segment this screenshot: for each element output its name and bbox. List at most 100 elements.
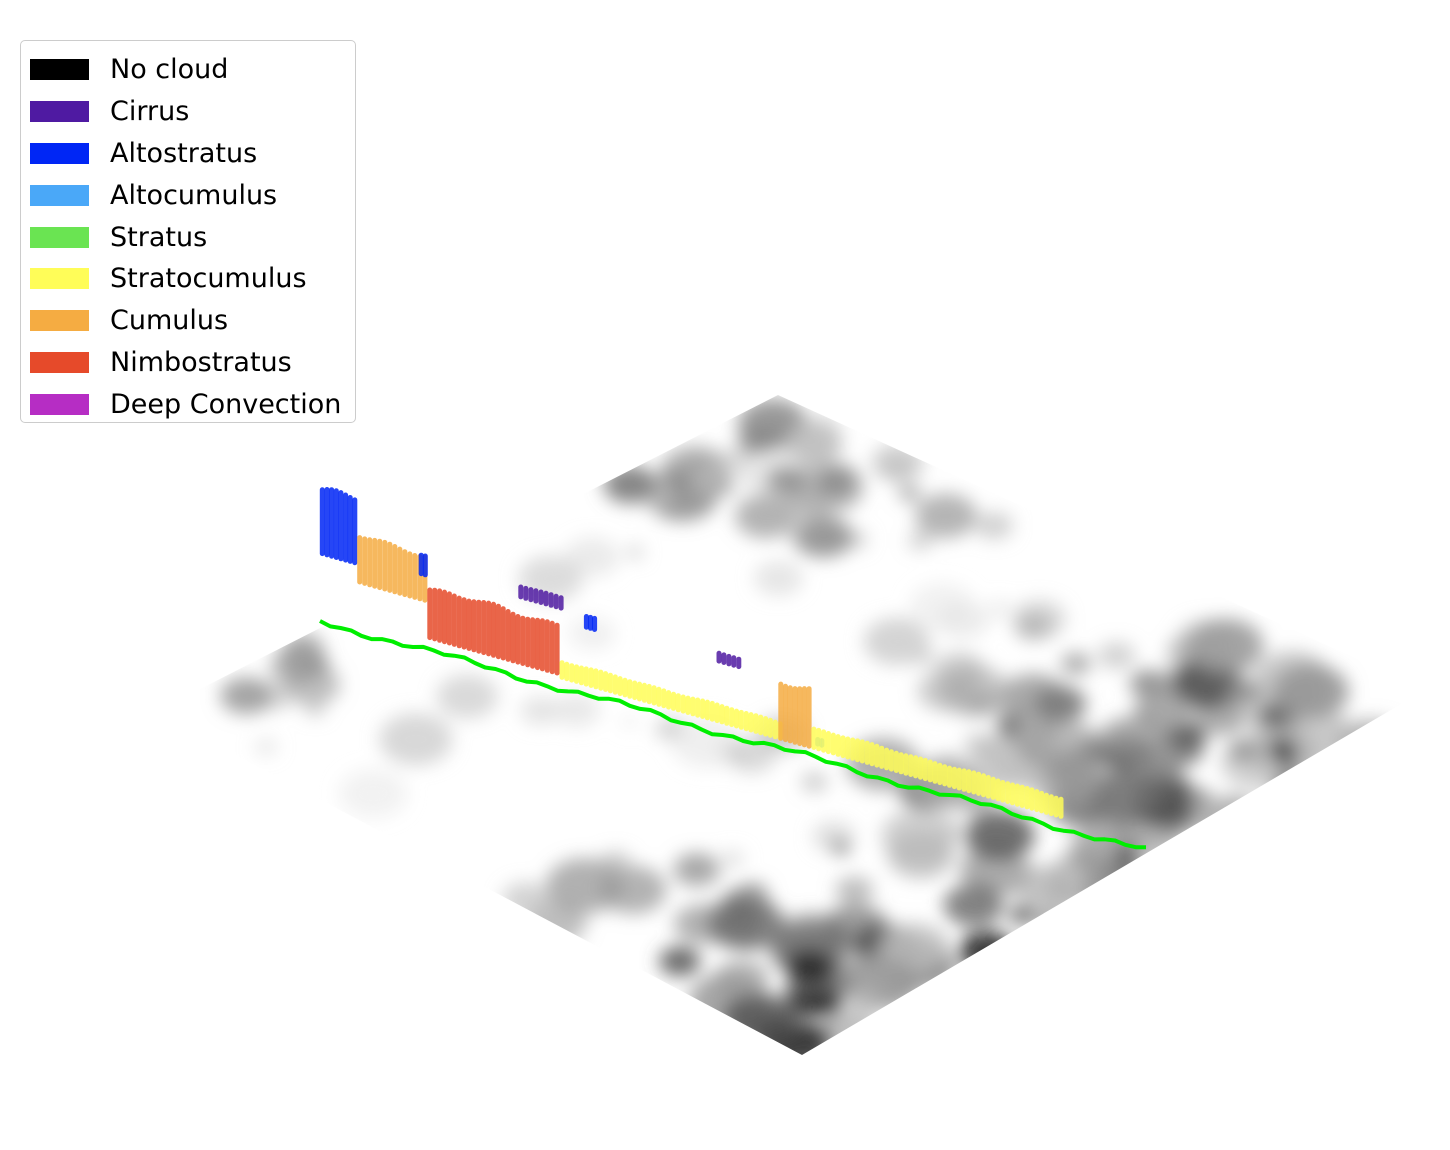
legend-swatch bbox=[30, 310, 89, 332]
legend-label: Deep Convection bbox=[110, 388, 342, 420]
terrain-patch bbox=[711, 449, 748, 476]
cloud-segment-altostratus bbox=[583, 614, 598, 632]
terrain-patch bbox=[964, 810, 1035, 861]
terrain-patch bbox=[720, 850, 745, 868]
terrain-patch bbox=[754, 560, 804, 596]
terrain-patch bbox=[254, 738, 278, 756]
terrain-patch bbox=[269, 648, 321, 686]
legend-swatch bbox=[30, 226, 89, 248]
terrain-patch bbox=[935, 819, 963, 839]
terrain-patch bbox=[1012, 599, 1067, 639]
cloud-segment-altostratus bbox=[418, 552, 428, 578]
terrain-patch bbox=[765, 466, 805, 495]
legend-label: Altocumulus bbox=[110, 179, 278, 211]
legend-swatch bbox=[30, 184, 89, 206]
cloud-segment-cirrus bbox=[518, 584, 564, 611]
terrain-patch bbox=[898, 485, 921, 501]
legend-swatch bbox=[30, 59, 89, 81]
terrain-patch bbox=[914, 493, 977, 538]
terrain-patch bbox=[1133, 690, 1193, 733]
terrain-patch bbox=[832, 841, 850, 854]
terrain-patch bbox=[520, 696, 561, 725]
terrain-patch bbox=[545, 858, 624, 914]
terrain-patch bbox=[958, 931, 1015, 972]
legend-swatch bbox=[30, 142, 89, 164]
terrain-patch bbox=[1097, 642, 1136, 670]
terrain-patch bbox=[626, 546, 644, 559]
terrain-patch bbox=[975, 512, 1013, 540]
terrain-patch bbox=[1116, 847, 1137, 862]
terrain-patch bbox=[379, 713, 453, 766]
terrain-patch bbox=[619, 713, 641, 730]
legend-item-cumulus: Cumulus bbox=[30, 300, 355, 342]
legend-swatch bbox=[30, 101, 89, 123]
terrain-patch bbox=[1268, 738, 1298, 760]
terrain-patch bbox=[1038, 913, 1059, 927]
terrain-patch bbox=[835, 876, 874, 904]
cloud-segment-nimbostratus bbox=[427, 587, 560, 676]
terrain-patch bbox=[908, 532, 933, 550]
terrain-patch bbox=[881, 808, 959, 864]
legend: No cloud Cirrus Altostratus Altocumulus … bbox=[20, 40, 356, 423]
legend-item-stratocumulus: Stratocumulus bbox=[30, 258, 355, 300]
legend-swatch bbox=[30, 393, 89, 415]
terrain-patch bbox=[1334, 719, 1408, 772]
legend-item-altocumulus: Altocumulus bbox=[30, 174, 355, 216]
legend-item-deep-convection: Deep Convection bbox=[30, 383, 355, 425]
terrain-patch bbox=[801, 462, 819, 475]
ground-track-line bbox=[319, 619, 1147, 850]
terrain-patch bbox=[801, 772, 828, 792]
terrain-patch bbox=[1145, 756, 1185, 784]
terrain-patch bbox=[1099, 736, 1154, 776]
terrain-patch bbox=[567, 616, 615, 650]
legend-item-stratus: Stratus bbox=[30, 216, 355, 258]
terrain-patch bbox=[678, 852, 714, 878]
terrain-patch bbox=[1225, 679, 1263, 706]
terrain-patch bbox=[436, 674, 499, 719]
terrain-patch bbox=[1009, 904, 1038, 925]
cloud-segment-stratocumulus bbox=[811, 726, 1064, 819]
terrain-patch bbox=[1034, 685, 1086, 723]
legend-item-altostratus: Altostratus bbox=[30, 133, 355, 175]
legend-label: Cirrus bbox=[110, 96, 190, 128]
terrain-patch bbox=[739, 882, 768, 903]
terrain-patch bbox=[799, 518, 854, 557]
terrain-patch bbox=[1272, 664, 1349, 719]
terrain-patch bbox=[964, 733, 999, 758]
terrain-shading bbox=[220, 398, 1408, 1055]
terrain-patch bbox=[502, 882, 551, 917]
terrain-patch bbox=[658, 946, 701, 977]
terrain-patch bbox=[936, 601, 990, 640]
terrain-patch bbox=[671, 716, 743, 768]
terrain-patch bbox=[1047, 749, 1099, 787]
terrain-patch bbox=[674, 904, 730, 944]
cloud-segment-altostratus bbox=[319, 487, 358, 566]
terrain-patch bbox=[871, 443, 924, 482]
terrain-patch bbox=[552, 693, 601, 727]
legend-item-cirrus: Cirrus bbox=[30, 91, 355, 133]
legend-swatch bbox=[30, 268, 89, 290]
terrain-patch bbox=[1129, 670, 1169, 698]
terrain-patch bbox=[727, 739, 776, 773]
terrain-patch bbox=[824, 903, 888, 950]
terrain-patch bbox=[603, 465, 657, 504]
terrain-patch bbox=[1187, 618, 1264, 673]
terrain-patch bbox=[1085, 772, 1158, 825]
cloud-curtain bbox=[319, 487, 1064, 819]
terrain-patch bbox=[735, 494, 797, 539]
terrain-patch bbox=[1012, 865, 1067, 906]
legend-label: Stratocumulus bbox=[110, 263, 307, 295]
terrain-patch bbox=[938, 666, 1011, 717]
terrain-patch bbox=[1186, 791, 1208, 807]
terrain-patch bbox=[815, 468, 856, 497]
legend-item-no-cloud: No cloud bbox=[30, 49, 355, 91]
terrain-patch bbox=[785, 948, 835, 985]
terrain-patch bbox=[714, 479, 736, 495]
terrain-patch bbox=[1353, 731, 1375, 747]
terrain-patch bbox=[734, 998, 803, 1048]
terrain-patch bbox=[845, 956, 895, 992]
terrain-patch bbox=[943, 883, 1004, 927]
terrain-patch bbox=[1271, 775, 1325, 814]
terrain-patch bbox=[1202, 797, 1270, 845]
